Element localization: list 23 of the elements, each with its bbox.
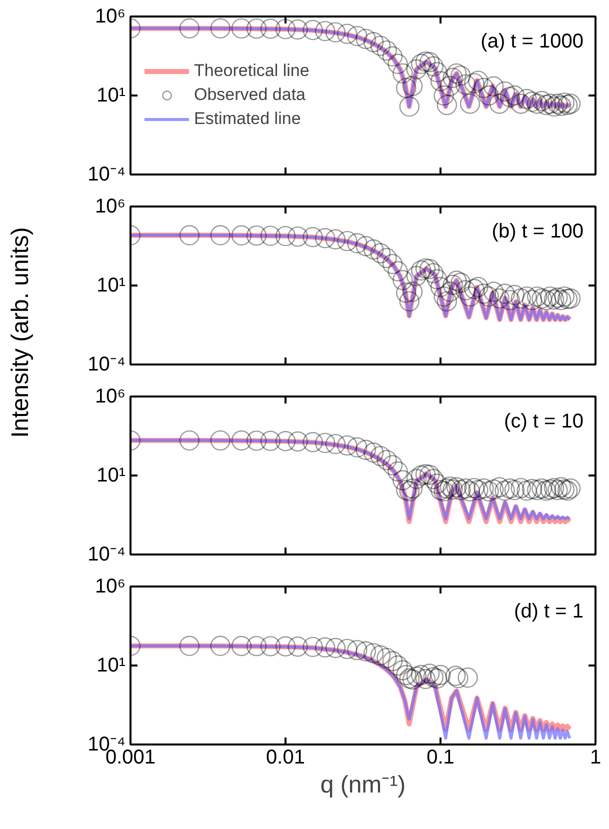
legend-label: Theoretical line — [194, 61, 310, 81]
y-tick-label: 10⁻⁴ — [88, 544, 126, 566]
y-tick-label: 10⁻⁴ — [88, 164, 126, 186]
y-tick-label: 10⁻⁴ — [88, 354, 126, 376]
y-tick-label: 10⁶ — [95, 386, 126, 408]
y-tick-label: 10⁶ — [95, 6, 126, 28]
annotation: (b) t = 100 — [492, 220, 584, 242]
annotation: (a) t = 1000 — [480, 30, 584, 52]
x-tick-label: 0.01 — [266, 746, 305, 768]
legend-label: Observed data — [194, 85, 306, 105]
x-tick-label: 1 — [590, 746, 602, 768]
y-tick-label: 10¹ — [96, 464, 126, 486]
y-tick-label: 10¹ — [96, 654, 126, 676]
annotation: (d) t = 1 — [514, 600, 584, 622]
x-tick-label: 0.1 — [426, 746, 454, 768]
legend-label: Estimated line — [194, 109, 301, 129]
x-axis-title: q (nm⁻¹) — [320, 772, 406, 798]
y-tick-label: 10¹ — [96, 274, 126, 296]
y-tick-label: 10⁶ — [95, 196, 126, 218]
y-tick-label: 10⁶ — [95, 576, 126, 598]
annotation: (c) t = 10 — [504, 410, 584, 432]
y-tick-label: 10¹ — [96, 84, 126, 106]
y-axis-title: Intensity (arb. units) — [7, 227, 34, 438]
